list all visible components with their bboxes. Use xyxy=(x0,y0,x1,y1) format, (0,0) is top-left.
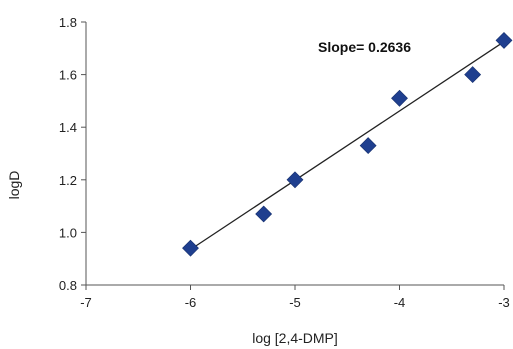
y-axis-ticks: 0.8 1.0 1.2 1.4 1.6 1.8 xyxy=(59,15,86,293)
x-axis-ticks: -7 -6 -5 -4 -3 xyxy=(80,285,510,310)
x-tick-label: -6 xyxy=(185,295,197,310)
x-axis-title: log [2,4-DMP] xyxy=(252,330,338,346)
data-point-diamond xyxy=(183,240,199,256)
y-tick-label: 1.4 xyxy=(59,120,77,135)
x-tick-label: -4 xyxy=(394,295,406,310)
y-axis-title: logD xyxy=(6,171,22,200)
y-tick-label: 1.2 xyxy=(59,173,77,188)
slope-annotation: Slope= 0.2636 xyxy=(318,39,411,55)
y-tick-label: 1.6 xyxy=(59,68,77,83)
x-tick-label: -3 xyxy=(498,295,510,310)
y-tick-label: 1.0 xyxy=(59,225,77,240)
x-tick-label: -5 xyxy=(289,295,301,310)
plot-area: 0.8 1.0 1.2 1.4 1.6 1.8 -7 -6 -5 -4 -3 xyxy=(59,15,512,310)
trendline xyxy=(191,42,505,250)
data-point-diamond xyxy=(287,172,303,188)
data-point-diamond xyxy=(256,206,272,222)
y-tick-label: 1.8 xyxy=(59,15,77,30)
data-point-diamond xyxy=(392,90,408,106)
data-point-diamond xyxy=(360,138,376,154)
x-tick-label: -7 xyxy=(80,295,92,310)
y-tick-label: 0.8 xyxy=(59,278,77,293)
data-point-diamond xyxy=(465,67,481,83)
